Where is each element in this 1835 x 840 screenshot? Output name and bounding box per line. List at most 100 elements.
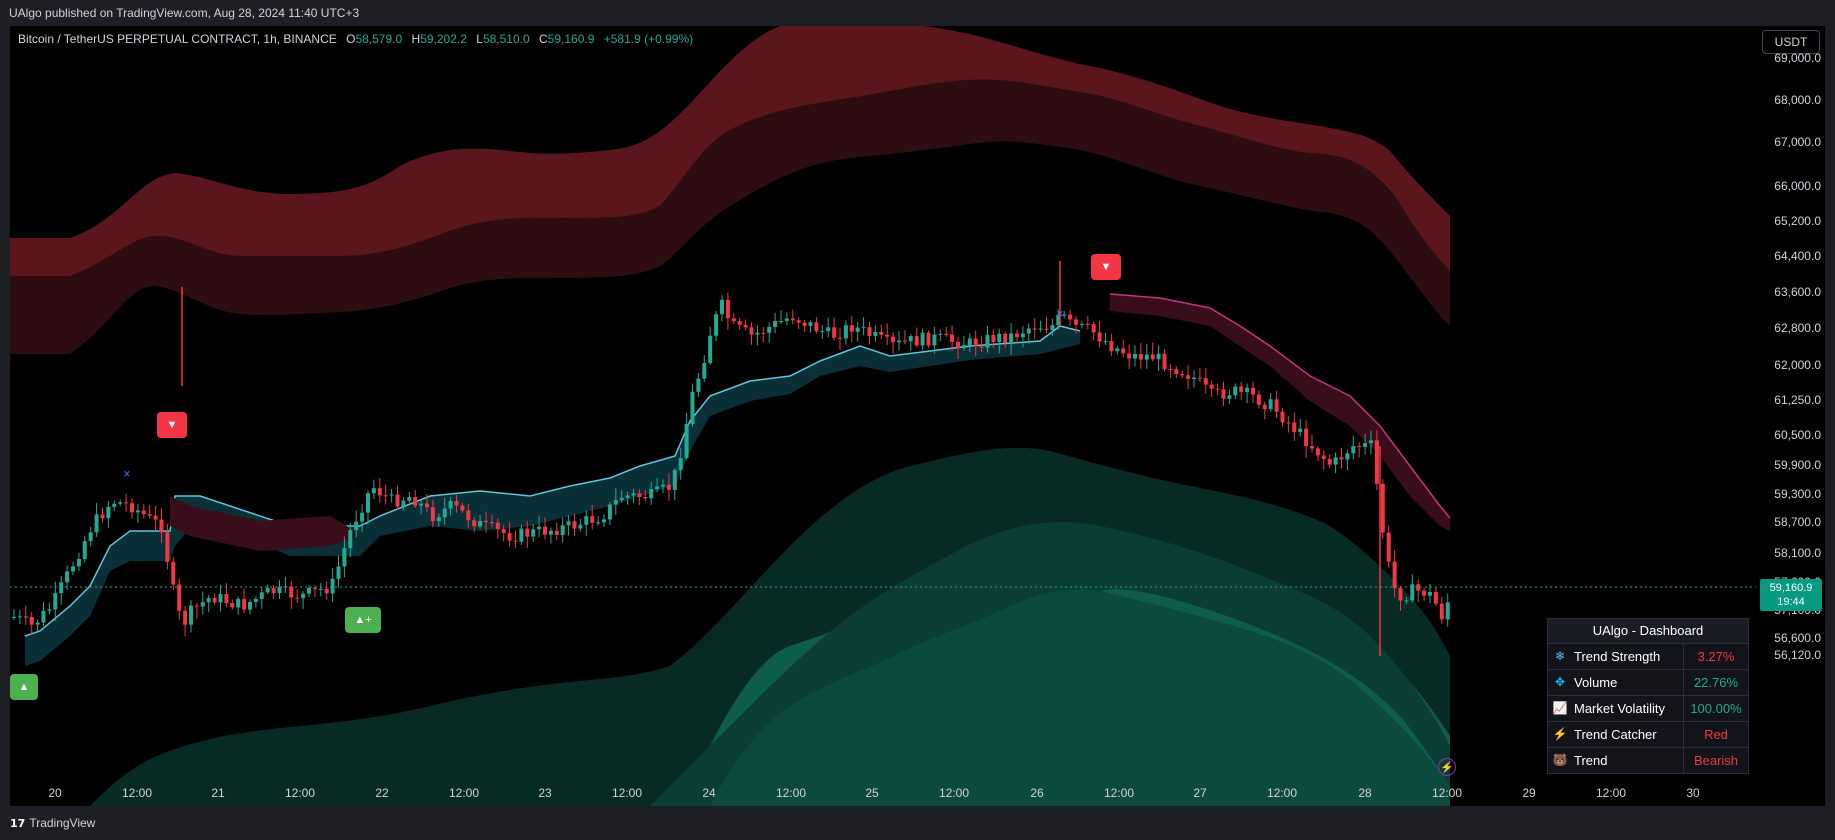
candle-body: [41, 610, 46, 623]
time-tick: 12:00: [1595, 786, 1627, 800]
candle-body: [602, 519, 606, 523]
candle-body: [130, 503, 134, 513]
candle-body: [820, 331, 825, 333]
candle-body: [448, 500, 453, 509]
candle-body: [1351, 446, 1356, 454]
candle-body: [914, 336, 919, 346]
candle-body: [1197, 377, 1202, 379]
candle-body: [790, 318, 795, 321]
candle-body: [1097, 332, 1102, 342]
candle-body: [873, 331, 878, 337]
candle-body: [684, 423, 689, 459]
candle-body: [649, 489, 654, 499]
candle-body: [171, 561, 176, 585]
candle-body: [189, 605, 193, 625]
candle-body: [413, 497, 418, 506]
candle-body: [212, 598, 217, 603]
candle-body: [1109, 341, 1114, 352]
tradingview-logo-icon[interactable]: 17: [10, 816, 26, 830]
price-axis[interactable]: 69,000.0 68,000.0 67,000.0 66,000.0 65,200.0…: [1756, 26, 1825, 806]
candle-body: [1280, 411, 1285, 423]
candle-body: [1392, 561, 1397, 589]
time-tick: 30: [1686, 786, 1700, 800]
candle-body: [696, 378, 701, 392]
row-label: Trend Catcher: [1574, 727, 1657, 742]
sell-signal-2: ▼: [1091, 254, 1121, 280]
candle-body: [466, 510, 471, 521]
candle-body: [1121, 348, 1126, 354]
candle-body: [436, 517, 441, 522]
candle-body: [572, 521, 577, 529]
candle-body: [802, 322, 807, 326]
bar-countdown: 19:44: [1777, 596, 1805, 608]
candle-body: [430, 507, 435, 522]
time-tick: 24: [702, 786, 716, 800]
bear-icon: 🐻: [1552, 753, 1568, 767]
buy-signal-1: ▲: [10, 674, 38, 700]
time-tick: 26: [1030, 786, 1044, 800]
price-chart[interactable]: × ×: [10, 26, 1825, 806]
candle-body: [885, 334, 890, 337]
candle-body: [1315, 448, 1320, 456]
candle-body: [88, 532, 93, 542]
price-tick: 66,000.0: [1774, 179, 1821, 193]
candle-body: [1428, 592, 1432, 596]
candle-body: [920, 332, 925, 346]
candle-body: [838, 337, 842, 339]
footer-brand[interactable]: TradingView: [29, 816, 96, 830]
candle-body: [855, 327, 860, 332]
candle-body: [808, 322, 813, 326]
candle-body: [1333, 457, 1338, 465]
upper-outer-band: [10, 26, 1450, 276]
candle-body: [1138, 353, 1143, 360]
candle-body: [773, 321, 778, 327]
candle-body: [1209, 384, 1214, 389]
currency-button[interactable]: USDT: [1762, 30, 1820, 54]
row-label: Trend: [1574, 753, 1608, 768]
candle-body: [1020, 333, 1025, 338]
candle-body: [690, 391, 695, 424]
candle-body: [1227, 395, 1232, 399]
candle-body: [1133, 353, 1137, 359]
alert-bolt-icon[interactable]: ⚡: [1438, 758, 1456, 776]
symbol-name[interactable]: Bitcoin / TetherUS PERPETUAL CONTRACT, 1…: [18, 32, 337, 46]
time-axis[interactable]: 20 12:00 21 12:00 22 12:00 23 12:00 24 12:00 25 12:…: [10, 780, 1756, 806]
lower-inner-band: [430, 589, 1450, 806]
chart-up-icon: 📈: [1552, 701, 1568, 715]
candle-body: [643, 496, 648, 499]
candle-body: [1221, 389, 1226, 399]
candle-body: [543, 526, 547, 535]
candle-body: [1180, 374, 1185, 376]
candle-body: [861, 327, 866, 329]
candle-body: [1363, 443, 1368, 447]
candle-body: [1015, 333, 1019, 338]
candle-body: [1009, 333, 1014, 343]
candle-body: [1410, 584, 1415, 601]
candle-body: [991, 334, 996, 343]
symbol-legend[interactable]: Bitcoin / TetherUS PERPETUAL CONTRACT, 1…: [18, 32, 693, 46]
candle-body: [767, 326, 772, 333]
candle-body: [655, 486, 660, 490]
candle-body: [737, 321, 742, 325]
price-tick: 58,700.0: [1774, 515, 1821, 529]
candle-body: [584, 516, 589, 525]
dashboard-row-trend: 🐻 Trend Bearish: [1548, 748, 1748, 773]
candles: [12, 261, 1450, 656]
candle-body: [200, 602, 205, 607]
candle-body: [814, 322, 819, 332]
candle-body: [531, 529, 536, 537]
candle-body: [761, 332, 766, 334]
candle-body: [366, 493, 370, 513]
candle-body: [1327, 458, 1332, 465]
chart-pane[interactable]: × × Bitcoin / TetherUS PERPETUAL CONTRAC…: [10, 26, 1825, 806]
candle-body: [702, 363, 707, 379]
candle-body: [165, 532, 170, 562]
candle-body: [926, 332, 931, 346]
candle-body: [755, 332, 760, 335]
candle-body: [442, 508, 447, 518]
candle-body: [23, 616, 28, 618]
dashboard-row-volume: ✥ Volume 22.76%: [1548, 670, 1748, 696]
candle-body: [666, 484, 671, 490]
row-value: Red: [1683, 722, 1748, 747]
candle-body: [472, 520, 477, 527]
